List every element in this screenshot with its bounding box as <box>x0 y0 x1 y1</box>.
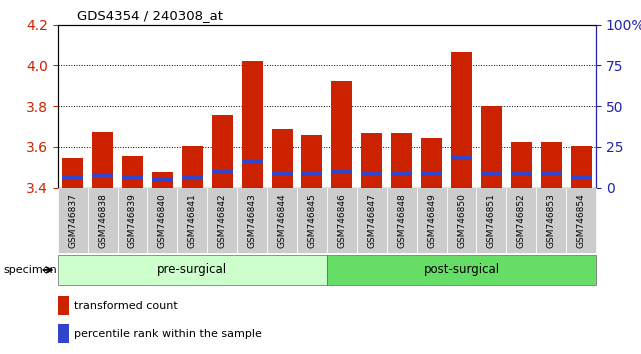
Bar <box>331 81 353 188</box>
Bar <box>301 135 322 188</box>
Text: GSM746847: GSM746847 <box>367 193 376 248</box>
Text: GSM746839: GSM746839 <box>128 193 137 248</box>
Bar <box>62 175 83 179</box>
Bar <box>122 175 143 179</box>
Bar <box>242 62 263 188</box>
Text: GSM746853: GSM746853 <box>547 193 556 248</box>
Bar <box>362 172 382 176</box>
Text: specimen: specimen <box>3 265 57 275</box>
Bar <box>272 172 292 176</box>
Text: transformed count: transformed count <box>74 301 178 310</box>
Bar <box>511 172 532 176</box>
Text: GSM746842: GSM746842 <box>218 193 227 248</box>
Text: GSM746844: GSM746844 <box>278 193 287 248</box>
Text: GDS4354 / 240308_at: GDS4354 / 240308_at <box>77 9 223 22</box>
Bar <box>391 133 412 188</box>
Bar <box>301 172 322 176</box>
Bar <box>570 146 592 188</box>
Text: percentile rank within the sample: percentile rank within the sample <box>74 329 262 339</box>
Text: GSM746838: GSM746838 <box>98 193 107 248</box>
Bar <box>212 115 233 188</box>
Bar <box>451 156 472 160</box>
Text: GSM746837: GSM746837 <box>68 193 77 248</box>
Text: GSM746850: GSM746850 <box>457 193 466 248</box>
Bar <box>570 175 592 179</box>
Text: GSM746840: GSM746840 <box>158 193 167 248</box>
Bar <box>391 172 412 176</box>
Text: GSM746846: GSM746846 <box>337 193 346 248</box>
Bar <box>481 106 502 188</box>
Bar <box>481 172 502 176</box>
Text: GSM746849: GSM746849 <box>427 193 436 248</box>
Text: GSM746852: GSM746852 <box>517 193 526 248</box>
Bar <box>182 175 203 179</box>
Bar <box>92 132 113 188</box>
Bar <box>331 170 353 175</box>
Bar <box>421 138 442 188</box>
Text: GSM746845: GSM746845 <box>308 193 317 248</box>
Text: GSM746854: GSM746854 <box>577 193 586 248</box>
Bar <box>362 133 382 188</box>
Bar <box>152 172 173 188</box>
Bar <box>122 156 143 188</box>
Text: GSM746851: GSM746851 <box>487 193 496 248</box>
Bar <box>451 52 472 188</box>
Bar <box>511 142 532 188</box>
Text: GSM746848: GSM746848 <box>397 193 406 248</box>
Bar <box>541 172 562 176</box>
Bar <box>92 173 113 177</box>
Bar <box>212 170 233 175</box>
Text: pre-surgical: pre-surgical <box>157 263 228 276</box>
Bar <box>62 158 83 188</box>
Bar <box>152 177 173 182</box>
Text: GSM746841: GSM746841 <box>188 193 197 248</box>
Text: GSM746843: GSM746843 <box>247 193 256 248</box>
Text: post-surgical: post-surgical <box>424 263 499 276</box>
Bar <box>421 172 442 176</box>
Bar <box>272 129 292 188</box>
Bar <box>541 142 562 188</box>
Bar <box>182 146 203 188</box>
Bar <box>242 160 263 164</box>
